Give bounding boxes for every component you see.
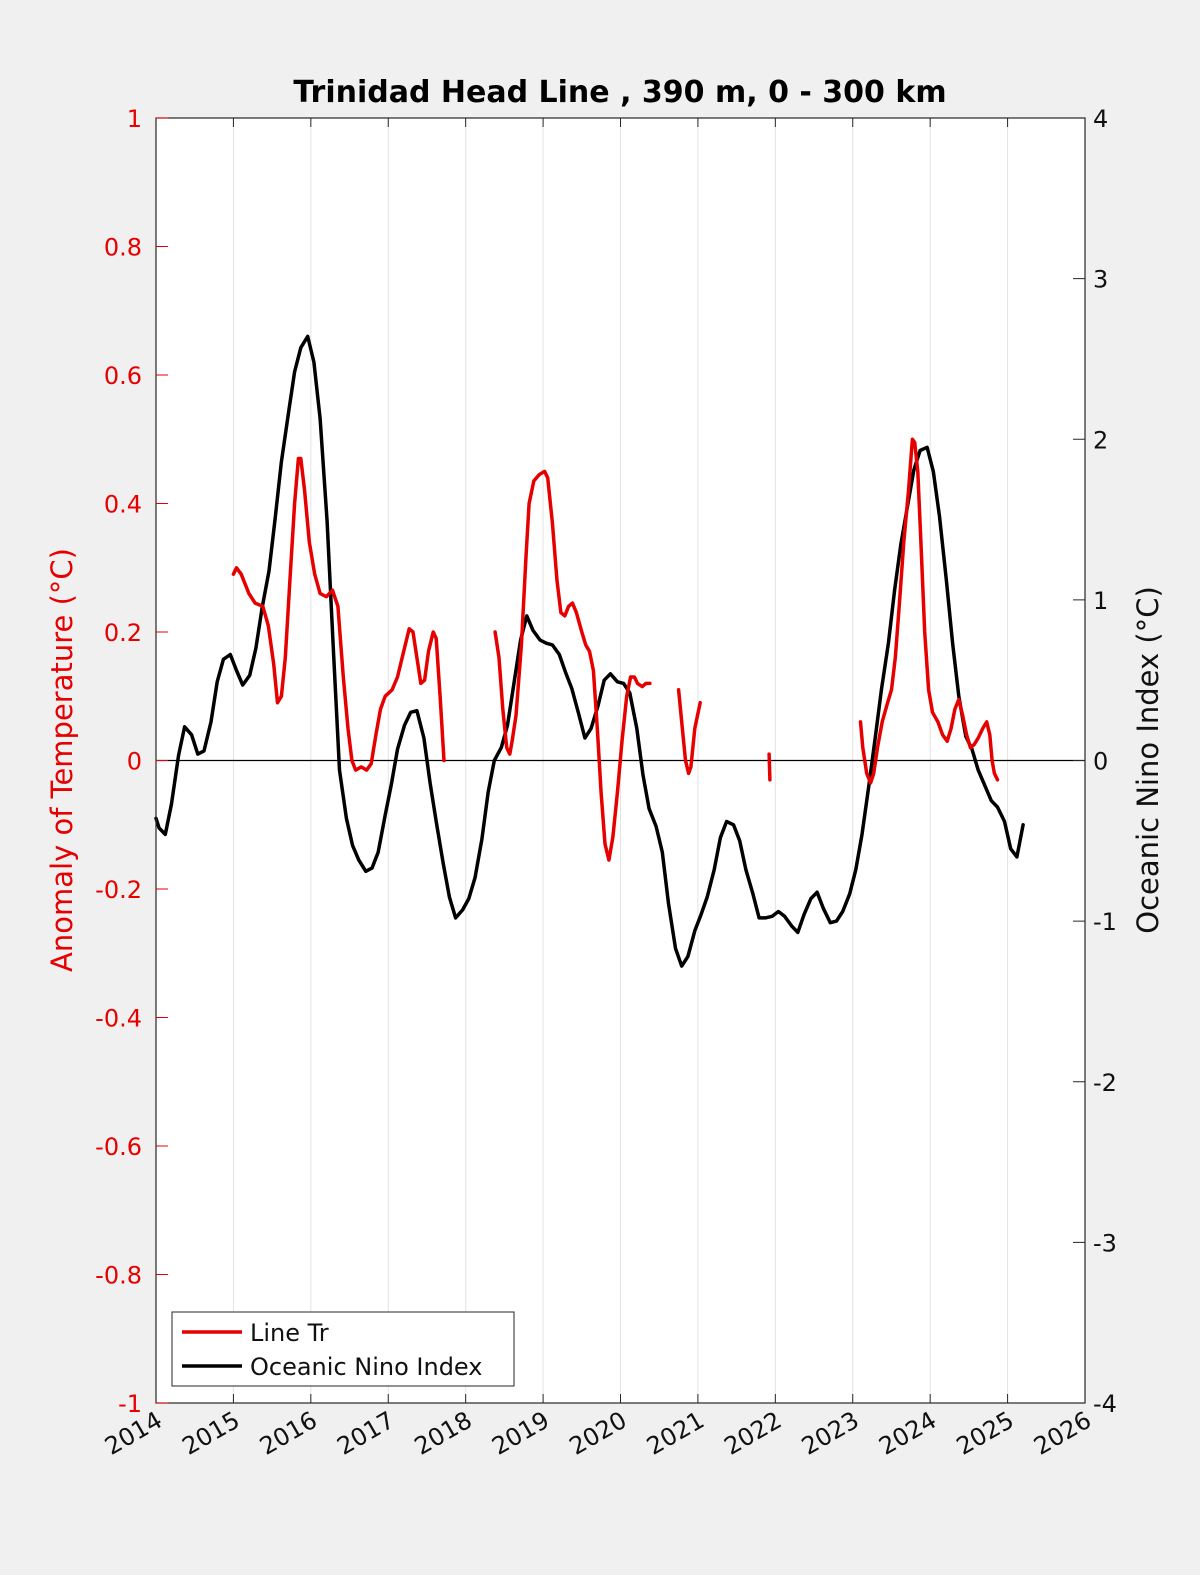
y-right-tick-label: 4 (1093, 105, 1108, 133)
legend-label-oni: Oceanic Nino Index (250, 1353, 482, 1381)
y-right-tick-label: 1 (1093, 587, 1108, 615)
y-left-tick-label: 0.8 (104, 234, 142, 262)
y-right-tick-label: -4 (1093, 1390, 1117, 1418)
y-left-tick-label: 0.4 (104, 491, 142, 519)
series-line-tr-segment-2 (676, 688, 702, 776)
y-right-tick-label: 0 (1093, 748, 1108, 776)
series-layer (154, 334, 1025, 968)
y-left-tick-label: -0.6 (95, 1133, 142, 1161)
legend: Line Tr Oceanic Nino Index (171, 1311, 515, 1387)
series-line-tr-segment-0 (231, 456, 446, 772)
y-left-tick-label: 0.2 (104, 619, 142, 647)
series-line-tr-segment-3 (767, 752, 772, 782)
series-line-tr-segment-4 (858, 437, 1000, 785)
y-left-tick-label: -1 (118, 1390, 142, 1418)
y-right-tick-label: 3 (1093, 266, 1108, 294)
y-left-tick-label: -0.2 (95, 876, 142, 904)
y-left-tick-label: -0.4 (95, 1005, 142, 1033)
y-axis-left-label: Anomaly of Temperature (°C) (45, 548, 79, 972)
legend-box (171, 1311, 515, 1387)
series-line-tr-segment-1 (493, 469, 652, 862)
series-oni-segment-0 (154, 334, 1025, 968)
y-left-tick-label: 0 (127, 748, 142, 776)
y-right-tick-label: -3 (1093, 1229, 1117, 1257)
y-left-tick-label: 0.6 (104, 362, 142, 390)
y-axis-right-label: Oceanic Nino Index (°C) (1131, 586, 1165, 934)
chart-title: Trinidad Head Line , 390 m, 0 - 300 km (293, 75, 946, 110)
y-right-tick-label: 2 (1093, 426, 1108, 454)
legend-label-line-tr: Line Tr (250, 1319, 329, 1347)
y-right-tick-label: -2 (1093, 1069, 1117, 1097)
y-left-tick-label: -0.8 (95, 1262, 142, 1290)
y-right-tick-label: -1 (1093, 908, 1117, 936)
y-left-tick-label: 1 (127, 105, 142, 133)
